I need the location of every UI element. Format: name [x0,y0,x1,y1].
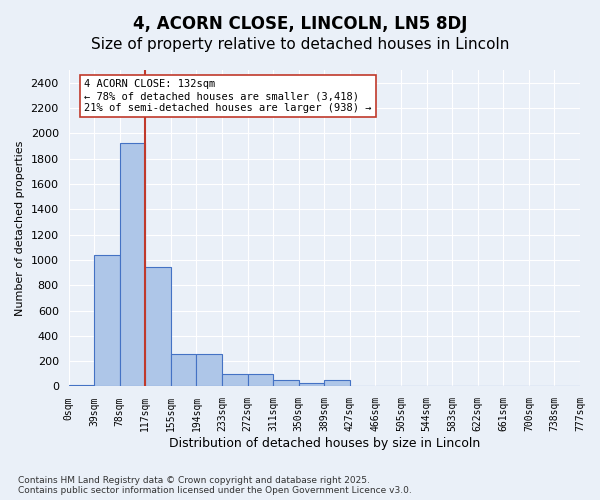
X-axis label: Distribution of detached houses by size in Lincoln: Distribution of detached houses by size … [169,437,480,450]
Text: 4 ACORN CLOSE: 132sqm
← 78% of detached houses are smaller (3,418)
21% of semi-d: 4 ACORN CLOSE: 132sqm ← 78% of detached … [84,80,371,112]
Bar [273,380,299,386]
Y-axis label: Number of detached properties: Number of detached properties [15,140,25,316]
Text: Contains HM Land Registry data © Crown copyright and database right 2025.
Contai: Contains HM Land Registry data © Crown c… [18,476,412,495]
Bar [68,385,94,386]
Bar [145,268,171,386]
Bar [171,354,196,386]
Bar [94,255,119,386]
Bar [324,380,350,386]
Bar [222,374,248,386]
Bar [196,354,222,386]
Bar [299,382,324,386]
Text: Size of property relative to detached houses in Lincoln: Size of property relative to detached ho… [91,38,509,52]
Bar [119,144,145,386]
Text: 4, ACORN CLOSE, LINCOLN, LN5 8DJ: 4, ACORN CLOSE, LINCOLN, LN5 8DJ [133,15,467,33]
Bar [248,374,273,386]
